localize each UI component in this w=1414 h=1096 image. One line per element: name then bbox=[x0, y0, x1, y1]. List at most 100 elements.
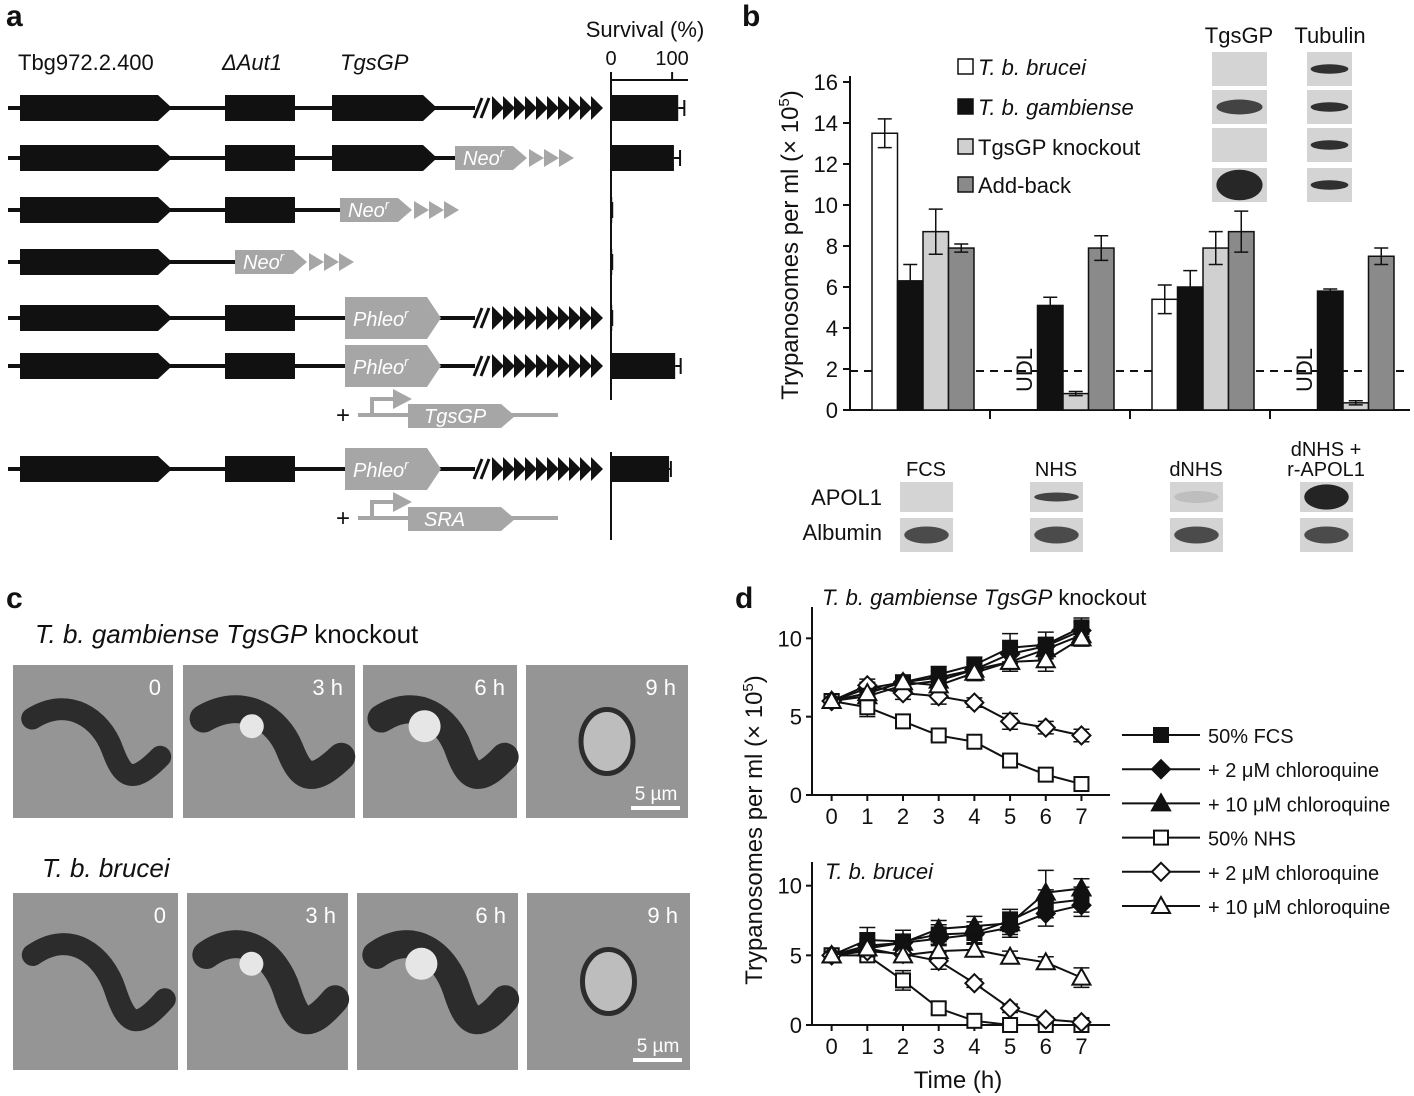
repeat-arrow bbox=[580, 96, 592, 120]
gene-block bbox=[20, 197, 172, 223]
gene-label: SRA bbox=[424, 509, 465, 531]
blot-band bbox=[1310, 180, 1349, 190]
marker bbox=[963, 692, 985, 713]
repeat-arrow bbox=[536, 306, 548, 330]
gene-block bbox=[20, 145, 172, 171]
repeat-arrow bbox=[591, 354, 603, 378]
blot-band bbox=[1034, 492, 1079, 502]
blot-column-label: Tubulin bbox=[1294, 23, 1365, 48]
x-tick-label: 1 bbox=[861, 1034, 873, 1059]
marker bbox=[1071, 725, 1092, 746]
marker bbox=[1035, 717, 1057, 739]
blot-row-label: Albumin bbox=[803, 520, 882, 545]
repeat-arrow bbox=[503, 96, 515, 120]
bar bbox=[896, 280, 924, 411]
micrograph bbox=[357, 893, 518, 1070]
legend-label: T. b. gambiense bbox=[978, 95, 1134, 120]
bar bbox=[611, 353, 676, 379]
repeat-arrow bbox=[536, 96, 548, 120]
marker bbox=[930, 727, 947, 744]
gene-block bbox=[455, 146, 527, 170]
error-bar bbox=[954, 243, 969, 253]
y-tick-label: 5 bbox=[790, 943, 802, 968]
repeat-arrow bbox=[503, 306, 515, 330]
repeat-arrow bbox=[544, 149, 559, 167]
micrograph-title: T. b. gambiense TgsGP knockout bbox=[35, 619, 419, 649]
gene-block bbox=[345, 297, 441, 339]
blot-band bbox=[1216, 169, 1263, 201]
legend-label: + 10 μM chloroquine bbox=[1208, 897, 1390, 919]
bar bbox=[871, 132, 899, 411]
legend-label: Add-back bbox=[978, 173, 1072, 198]
gene-block bbox=[20, 353, 172, 379]
x-tick-label: 5 bbox=[1004, 804, 1016, 829]
y-tick-label: 10 bbox=[814, 193, 838, 218]
legend-swatch bbox=[957, 58, 974, 75]
gene-block bbox=[332, 95, 437, 121]
marker-label: Phleor bbox=[353, 306, 409, 331]
bar bbox=[611, 145, 674, 171]
gene-block bbox=[225, 353, 295, 379]
x-tick-label: 1 bbox=[861, 804, 873, 829]
repeat-arrow bbox=[514, 354, 526, 378]
y-tick-label: 16 bbox=[814, 70, 838, 95]
repeat-arrow bbox=[529, 149, 544, 167]
gene-block bbox=[332, 145, 437, 171]
bar bbox=[611, 95, 679, 121]
label-part: Phleo bbox=[353, 357, 404, 379]
break-mark bbox=[479, 355, 491, 377]
blot-lane bbox=[1212, 52, 1267, 86]
blot-band bbox=[1310, 64, 1349, 74]
blot-lane bbox=[1212, 128, 1267, 162]
gene-block bbox=[345, 345, 441, 387]
cell-body bbox=[21, 933, 176, 1032]
repeat-arrow bbox=[492, 457, 504, 481]
bar bbox=[1036, 304, 1064, 411]
value-label: UDL bbox=[1012, 348, 1037, 392]
y-tick-label: 0 bbox=[790, 1013, 802, 1038]
blot-band bbox=[1216, 99, 1263, 115]
error-bar bbox=[1094, 235, 1109, 262]
break-mark bbox=[472, 97, 484, 119]
y-tick-label: 6 bbox=[826, 275, 838, 300]
repeat-arrow bbox=[444, 201, 459, 219]
marker bbox=[1073, 776, 1090, 793]
marker bbox=[927, 917, 950, 937]
y-tick-label: 0 bbox=[826, 398, 838, 423]
error-bar bbox=[1323, 288, 1338, 294]
marker bbox=[1035, 1009, 1057, 1030]
micrograph bbox=[13, 893, 178, 1070]
blot-band bbox=[1310, 102, 1349, 112]
repeat-arrow bbox=[591, 306, 603, 330]
marker-label: Phleor bbox=[353, 457, 409, 482]
repeat-arrow bbox=[492, 96, 504, 120]
category-label: dNHS + bbox=[1291, 439, 1362, 461]
gene-block bbox=[345, 448, 441, 490]
label-part: Neo bbox=[243, 252, 280, 274]
marker bbox=[1070, 966, 1093, 986]
gene-label: Tbg972.2.400 bbox=[18, 50, 154, 75]
bar bbox=[1151, 298, 1179, 411]
marker bbox=[963, 661, 986, 681]
bar bbox=[1316, 290, 1344, 411]
label-part: Phleo bbox=[353, 460, 404, 482]
marker bbox=[859, 699, 876, 716]
title-part: knockout bbox=[1058, 585, 1146, 610]
repeat-arrow bbox=[558, 354, 570, 378]
repeat-arrow bbox=[525, 306, 537, 330]
repeat-arrow bbox=[569, 306, 581, 330]
marker bbox=[1071, 894, 1092, 916]
x-tick-label: 0 bbox=[826, 804, 838, 829]
repeat-arrow bbox=[558, 457, 570, 481]
marker bbox=[895, 972, 912, 989]
y-tick-label: 10 bbox=[778, 626, 802, 651]
bar bbox=[947, 247, 975, 411]
blot-band bbox=[1304, 526, 1349, 544]
gene-block bbox=[340, 198, 412, 222]
micrograph bbox=[187, 893, 348, 1070]
repeat-arrow bbox=[492, 354, 504, 378]
blot-lane bbox=[900, 482, 953, 512]
break-mark bbox=[472, 458, 484, 480]
y-tick-label: 14 bbox=[814, 111, 838, 136]
